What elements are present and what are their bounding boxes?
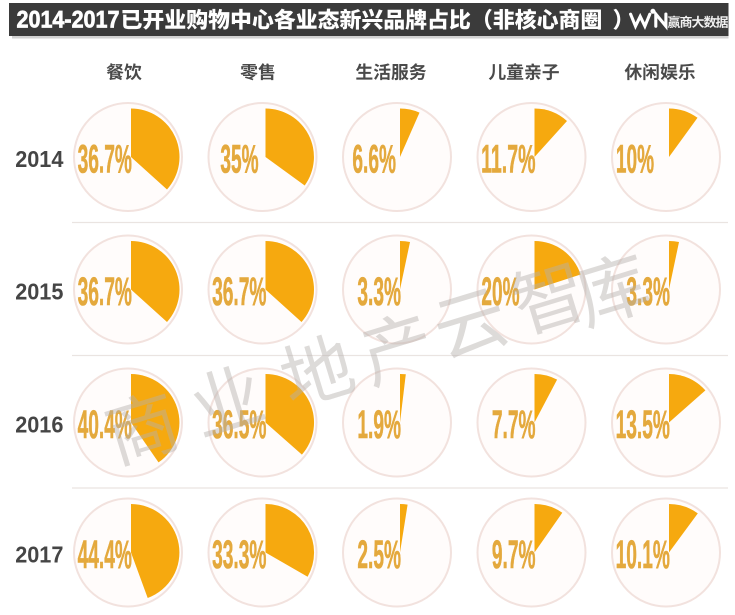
svg-text:7.7%: 7.7% bbox=[492, 403, 536, 447]
svg-text:44.4%: 44.4% bbox=[78, 533, 132, 577]
svg-text:35%: 35% bbox=[220, 137, 258, 181]
svg-text:1.9%: 1.9% bbox=[357, 403, 401, 447]
svg-text:2014: 2014 bbox=[15, 146, 63, 172]
svg-text:10%: 10% bbox=[616, 137, 654, 181]
svg-text:36.7%: 36.7% bbox=[78, 270, 132, 314]
svg-text:3.3%: 3.3% bbox=[626, 270, 670, 314]
svg-text:36.7%: 36.7% bbox=[78, 137, 132, 181]
svg-text:2017: 2017 bbox=[15, 541, 63, 567]
svg-text:36.7%: 36.7% bbox=[212, 270, 266, 314]
svg-text:11.7%: 11.7% bbox=[481, 137, 535, 181]
svg-text:33.3%: 33.3% bbox=[212, 533, 266, 577]
svg-text:9.7%: 9.7% bbox=[492, 533, 536, 577]
svg-text:2.5%: 2.5% bbox=[357, 533, 401, 577]
svg-text:2014-2017: 2014-2017 bbox=[17, 6, 120, 33]
svg-text:13.5%: 13.5% bbox=[616, 403, 670, 447]
svg-text:10.1%: 10.1% bbox=[616, 533, 670, 577]
svg-text:2016: 2016 bbox=[15, 411, 63, 437]
svg-text:6.6%: 6.6% bbox=[352, 137, 396, 181]
svg-text:2015: 2015 bbox=[15, 278, 63, 304]
svg-text:3.3%: 3.3% bbox=[357, 270, 401, 314]
svg-text:20%: 20% bbox=[481, 270, 519, 314]
